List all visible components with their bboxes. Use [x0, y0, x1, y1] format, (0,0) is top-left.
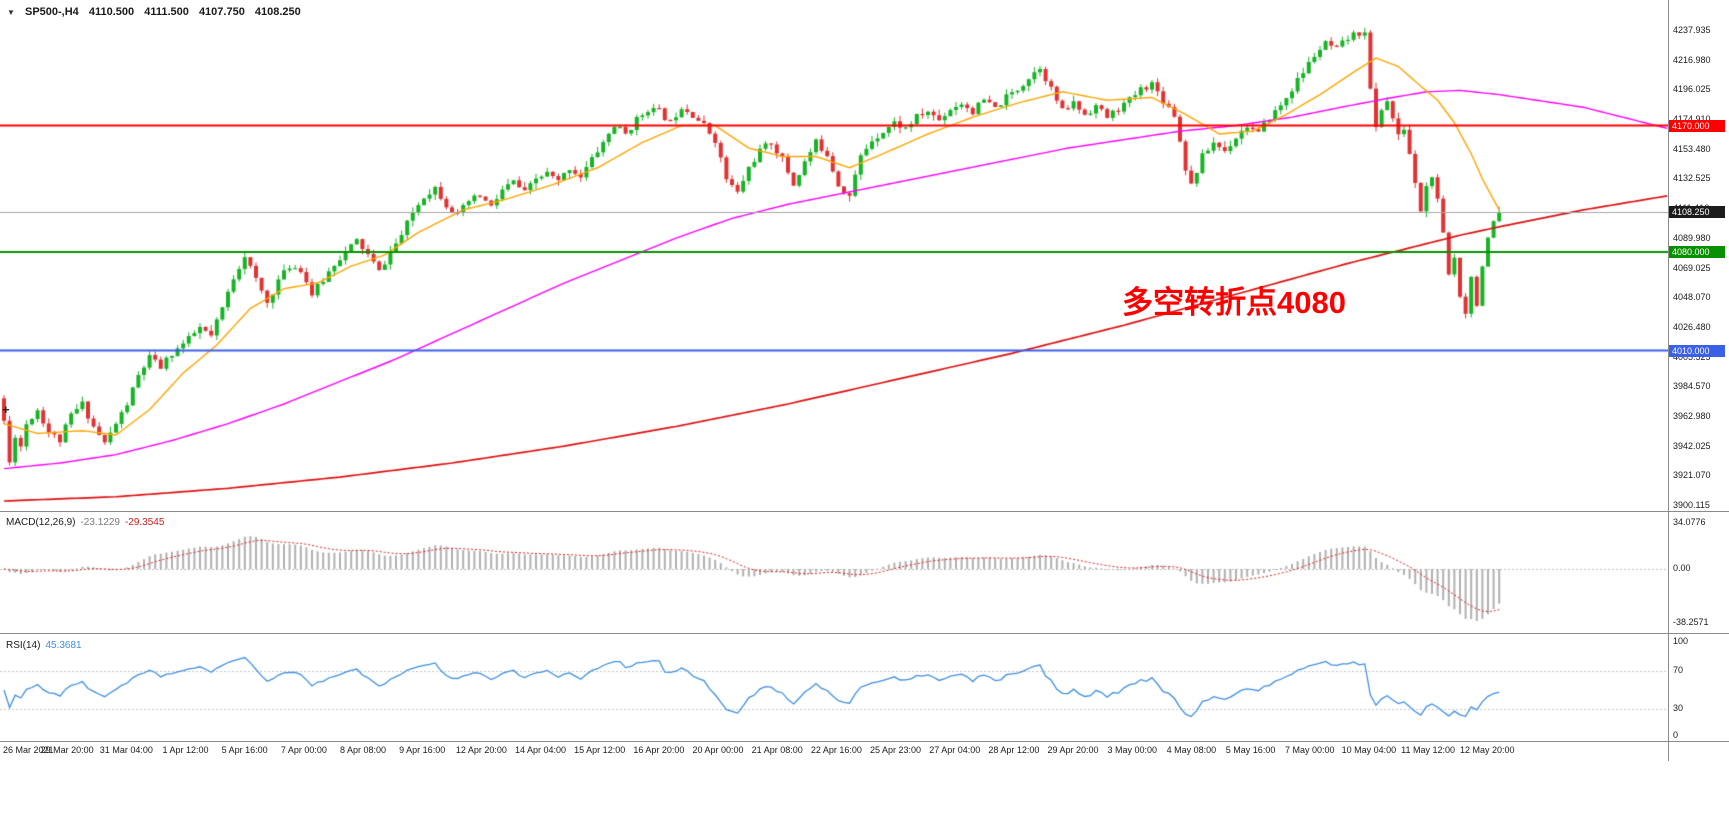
price-axis-label: 3942.025 — [1673, 440, 1711, 451]
time-axis-label: 7 Apr 00:00 — [280, 745, 327, 755]
time-axis-label: 11 May 12:00 — [1401, 745, 1456, 755]
time-axis-label: 28 Apr 12:00 — [988, 745, 1040, 755]
time-axis-label: 16 Apr 20:00 — [633, 745, 685, 755]
price-axis-label: 4089.980 — [1673, 232, 1711, 243]
price-axis-label: 4069.025 — [1673, 262, 1711, 273]
price-level-tag: 4170.000 — [1669, 119, 1725, 132]
ohlc-low: 4107.750 — [198, 6, 245, 18]
time-axis-label: 9 Apr 16:00 — [399, 745, 446, 755]
time-axis-label: 21 Apr 08:00 — [751, 745, 803, 755]
symbol-dropdown-icon[interactable]: ▼ — [7, 8, 15, 17]
time-axis-label: 29 Mar 20:00 — [40, 745, 94, 755]
panel-separator[interactable] — [0, 511, 1729, 512]
time-axis-label: 7 May 00:00 — [1284, 745, 1335, 755]
time-axis-label: 29 Apr 20:00 — [1047, 745, 1099, 755]
ohlc-open: 4110.500 — [88, 6, 135, 18]
price-axis-label: 4153.480 — [1673, 143, 1711, 154]
macd-axis-label: 0.00 — [1673, 563, 1691, 573]
symbol-timeframe: SP500-,H4 — [24, 6, 79, 18]
price-axis-label: 4216.980 — [1673, 54, 1711, 65]
price-axis-label: 3921.070 — [1673, 470, 1711, 481]
time-axis-label: 15 Apr 12:00 — [574, 745, 626, 755]
rsi-name: RSI(14) — [6, 640, 41, 651]
time-axis-label: 14 Apr 04:00 — [514, 745, 567, 755]
price-axis-line — [1668, 0, 1669, 761]
time-axis-label: 25 Apr 23:00 — [870, 745, 922, 755]
price-axis-label: 4196.025 — [1673, 84, 1711, 95]
time-axis-label: 8 Apr 08:00 — [339, 745, 387, 755]
time-axis-label: 27 Apr 04:00 — [929, 745, 981, 755]
time-axis-label: 4 May 08:00 — [1166, 745, 1217, 755]
macd-axis-label: -38.2571 — [1673, 617, 1709, 627]
rsi-axis-label: 100 — [1673, 636, 1689, 646]
macd-name: MACD(12,26,9) — [6, 517, 76, 528]
rsi-axis-label: 30 — [1673, 703, 1684, 713]
macd-main-value: -23.1229 — [80, 517, 120, 528]
rsi-axis-label: 0 — [1673, 730, 1679, 740]
cross-marker: + — [2, 402, 10, 417]
rsi-label: RSI(14) 45.3681 — [6, 640, 82, 651]
price-axis-label: 3962.980 — [1673, 410, 1711, 421]
price-level-tag: 4010.000 — [1669, 344, 1725, 357]
ohlc-high: 4111.500 — [144, 6, 189, 18]
price-axis-label: 4026.480 — [1673, 321, 1711, 332]
time-axis-label: 3 May 00:00 — [1107, 745, 1157, 755]
price-axis-label: 4174.910 — [1673, 114, 1711, 124]
time-axis-label: 20 Apr 00:00 — [692, 745, 744, 755]
time-axis-label: 10 May 04:00 — [1341, 745, 1397, 755]
price-axis-label: 4132.525 — [1673, 173, 1711, 184]
rsi-indicator-chart[interactable] — [0, 635, 1668, 741]
time-axis-label: 5 May 16:00 — [1225, 745, 1276, 755]
ohlc-close: 4108.250 — [254, 6, 301, 18]
rsi-axis-label: 70 — [1673, 665, 1684, 675]
annotation-text: 多空转折点4080 — [1122, 285, 1346, 320]
current-price-tag: 4108.250 — [1669, 206, 1725, 219]
macd-signal-value: -29.3545 — [124, 517, 165, 528]
time-axis-label: 12 Apr 20:00 — [455, 745, 507, 755]
time-axis-label: 31 Mar 04:00 — [99, 745, 153, 755]
macd-indicator-chart[interactable] — [0, 513, 1668, 633]
price-level-tag: 4080.000 — [1669, 246, 1725, 259]
chart-header: ▼ SP500-,H4 4110.500 4111.500 4107.750 4… — [7, 6, 308, 18]
macd-axis-label: 34.0776 — [1673, 517, 1706, 527]
price-axis-label: 4237.935 — [1673, 25, 1711, 35]
time-axis-label: 22 Apr 16:00 — [810, 745, 862, 755]
price-axis-label: 3984.570 — [1673, 381, 1711, 392]
price-chart[interactable] — [0, 0, 1668, 512]
time-axis-label: 1 Apr 12:00 — [162, 745, 209, 755]
time-axis-label: 26 Mar 2021 — [3, 745, 54, 755]
price-axis-label: 3900.115 — [1673, 500, 1710, 511]
rsi-value: 45.3681 — [45, 640, 82, 651]
time-axis-label: 12 May 20:00 — [1459, 745, 1515, 755]
price-axis-label: 4005.525 — [1673, 351, 1711, 362]
time-axis-label: 5 Apr 16:00 — [221, 745, 268, 755]
panel-separator[interactable] — [0, 633, 1729, 634]
macd-label: MACD(12,26,9) -23.1229 -29.3545 — [6, 517, 164, 528]
price-axis-label: 4048.070 — [1673, 292, 1711, 303]
panel-separator — [0, 741, 1729, 742]
